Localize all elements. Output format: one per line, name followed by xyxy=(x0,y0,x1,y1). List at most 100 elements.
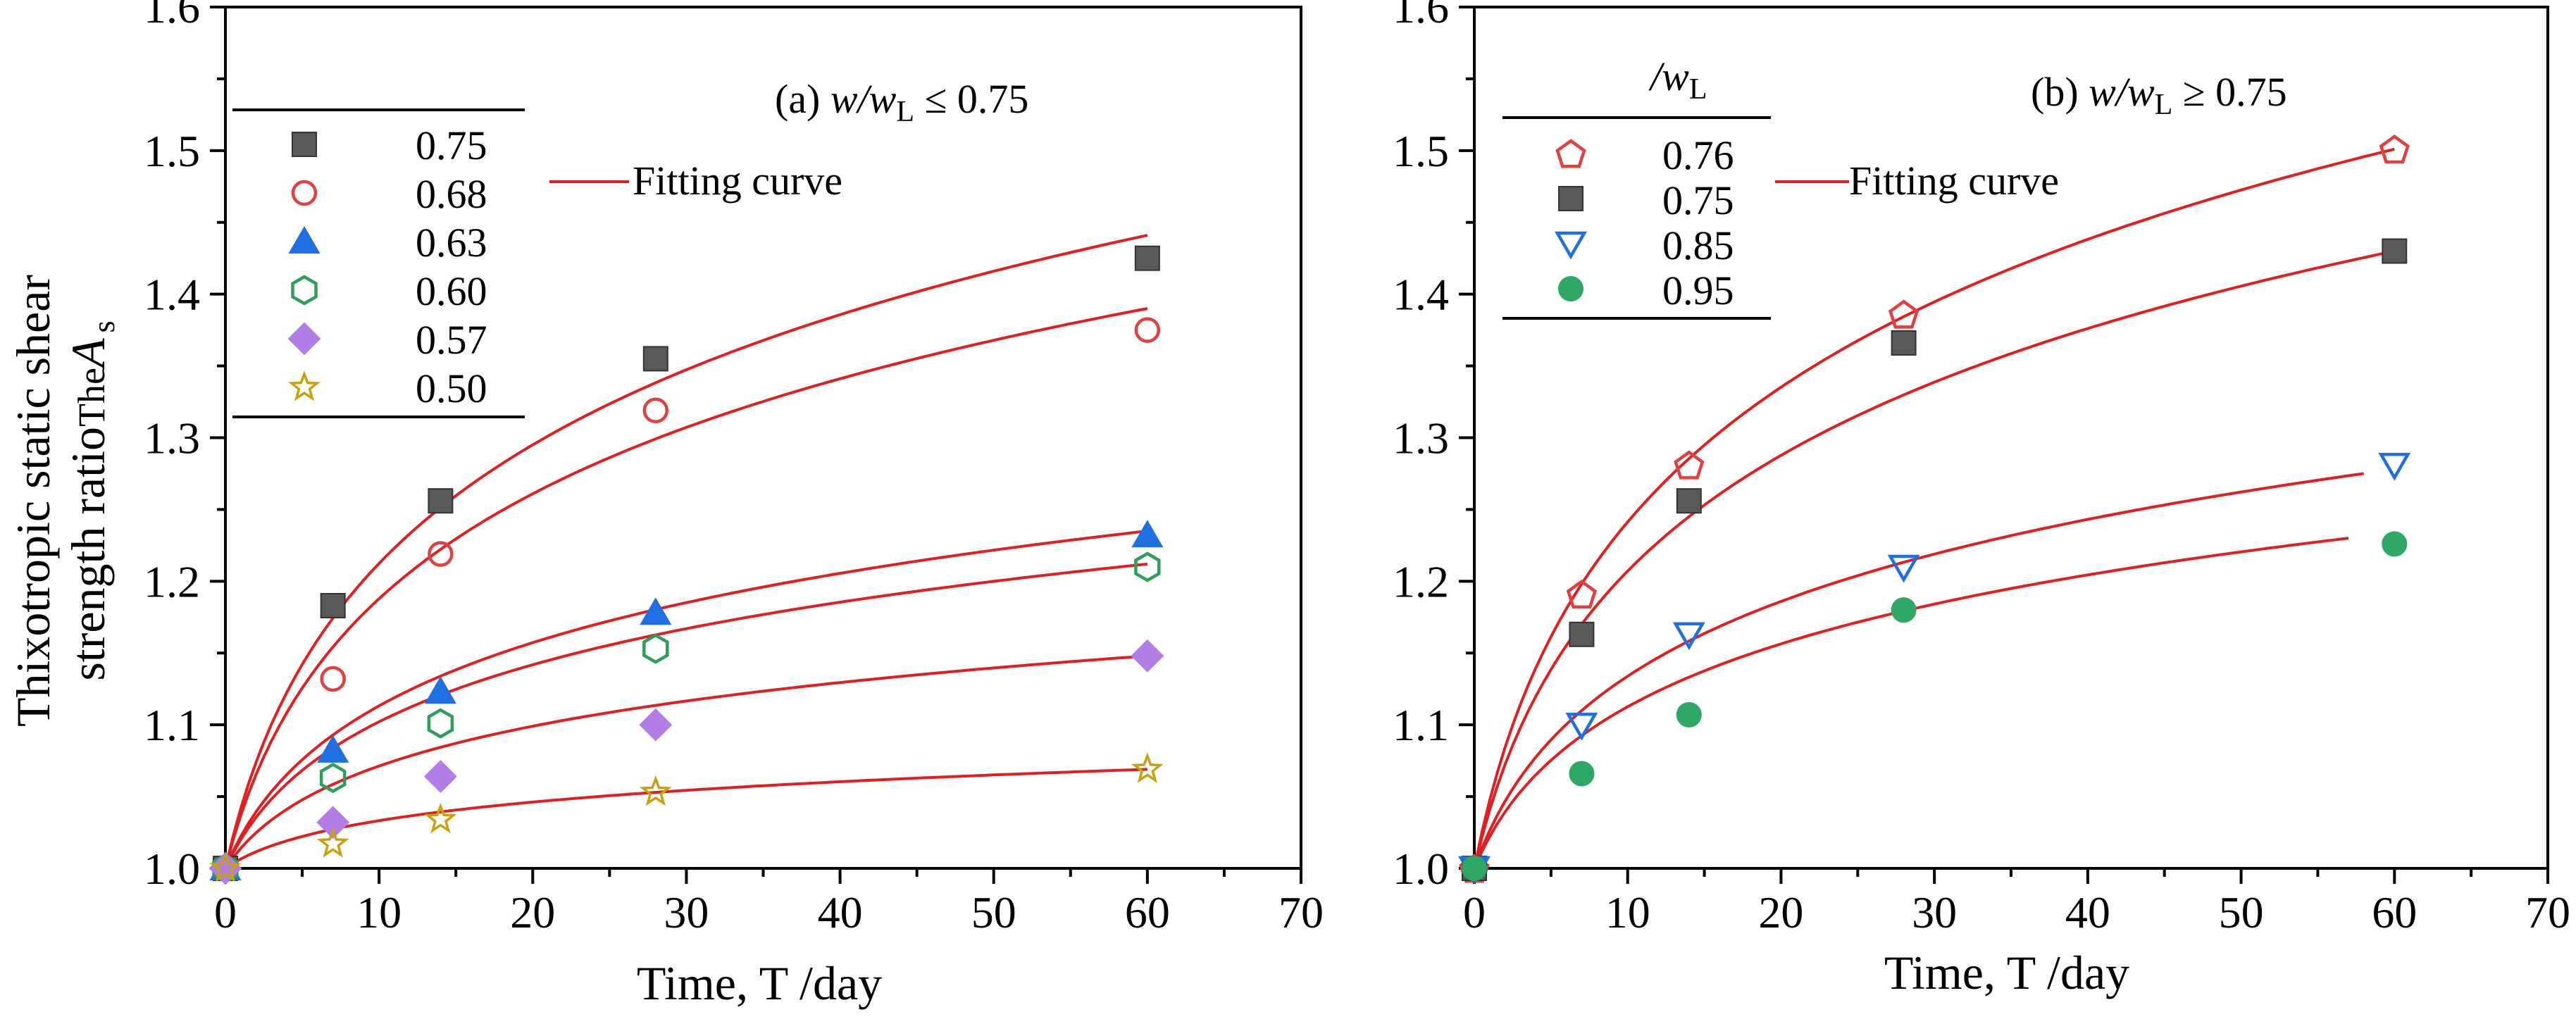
legend-b-marker-1 xyxy=(1558,186,1583,211)
panel-a-series-4-point-1 xyxy=(316,806,350,839)
legend-a-marker-5 xyxy=(288,370,321,401)
panel-a-xtick-label-3: 30 xyxy=(664,887,709,937)
panel-b-xtick-label-0: 0 xyxy=(1463,887,1486,937)
panel-a-series-0-point-4 xyxy=(1134,245,1160,271)
panel-a-series-3-point-1 xyxy=(319,763,347,794)
legend-b-header: /wL xyxy=(1648,54,1707,106)
panel-b-fit-curve-1 xyxy=(1473,249,2395,869)
panel-b-ytick-label-3: 1.3 xyxy=(1393,413,1449,463)
panel-b-xtick-label-4: 40 xyxy=(2065,887,2110,937)
panel-a-xtick-label-6: 60 xyxy=(1125,887,1170,937)
panel-a-series-1-point-1 xyxy=(320,666,346,692)
legend-a-label-5: 0.50 xyxy=(416,366,487,411)
ann-a-var: w/w xyxy=(830,76,897,122)
legend-a-marker-2 xyxy=(288,226,321,254)
panel-b-series-2-point-4 xyxy=(2378,452,2411,481)
panel-b-series-2-point-1 xyxy=(1565,712,1598,741)
panel-b-series-0-point-1 xyxy=(1566,579,1598,609)
panel-a-series-1-point-4 xyxy=(1134,317,1161,343)
panel-b-xlabel: Time, T /day xyxy=(1884,946,2129,999)
panel-a-ytick-label-4: 1.4 xyxy=(144,270,200,320)
legend-a-fit-label: Fitting curve xyxy=(633,158,842,204)
ann-b-rel: ≥ 0.75 xyxy=(2172,69,2286,115)
ann-a-rel: ≤ 0.75 xyxy=(914,76,1028,122)
panel-a-ylabel-line1: Thixotropic static shear xyxy=(6,275,60,727)
ylabel-line2-b: The xyxy=(70,368,113,427)
panel-a-fit-curve-3 xyxy=(224,562,1148,869)
panel-b-series-1-point-2 xyxy=(1676,488,1702,514)
panel-a-fit-curve-2 xyxy=(224,530,1148,869)
ann-b-sub: L xyxy=(2155,89,2173,121)
panel-b-xtick-label-1: 10 xyxy=(1605,887,1650,937)
panel-a-annotation: (a) w/wL ≤ 0.75 xyxy=(775,76,1028,128)
ann-b-prefix: (b) xyxy=(2031,69,2089,115)
panel-a-xtick-label-4: 40 xyxy=(818,887,863,937)
legend-a-marker-3 xyxy=(291,275,318,306)
panel-b-series-3-point-3 xyxy=(1891,597,1917,623)
panel-b-xtick-label-3: 30 xyxy=(1912,887,1957,937)
panel-b-fit-curve-0 xyxy=(1473,147,2395,869)
ann-a-prefix: (a) xyxy=(775,76,830,122)
panel-b-xtick-label-2: 20 xyxy=(1758,887,1803,937)
legend-b-marker-3 xyxy=(1558,276,1583,301)
legend-b-label-3: 0.95 xyxy=(1662,268,1734,313)
legend-b-label-2: 0.85 xyxy=(1662,223,1734,268)
panel-a-xtick-label-7: 70 xyxy=(1278,887,1324,937)
panel-b-legend: /wL 0.76 0.75 0.85 0.95 Fitting curve xyxy=(1502,54,2059,320)
panel-a-fit-curve-1 xyxy=(224,307,1148,869)
panel-a-xtick-label-1: 10 xyxy=(356,887,402,937)
panel-a-series-1-point-2 xyxy=(428,541,454,567)
panel-a-fit-curve-0 xyxy=(224,234,1148,869)
panel-b-series-1-point-1 xyxy=(1569,621,1595,647)
panel-a-xtick-label-5: 50 xyxy=(971,887,1016,937)
panel-b-series-1-point-3 xyxy=(1891,330,1917,356)
panel-a-series-4-point-3 xyxy=(639,708,673,742)
legend-a-label-1: 0.68 xyxy=(416,171,487,217)
panel-b-xtick-label-5: 50 xyxy=(2219,887,2264,937)
panel-b-series-0-point-2 xyxy=(1674,450,1705,480)
panel-a-ytick-label-1: 1.1 xyxy=(144,700,200,750)
panel-a-ylabel-line2: strength ratioTheAs xyxy=(61,320,121,680)
panel-a-series-5-point-2 xyxy=(424,802,457,834)
panel-a-series-1-point-3 xyxy=(642,397,669,424)
panel-a-series-5-point-3 xyxy=(639,775,672,806)
panel-b-series-0-point-3 xyxy=(1888,299,1919,329)
panel-a-fit-curve-5 xyxy=(224,768,1147,870)
panel-a-ytick-label-6: 1.6 xyxy=(144,0,200,32)
panel-b-series-3-point-1 xyxy=(1569,761,1595,787)
panel-b-fit-curve-2 xyxy=(1473,472,2364,869)
legend-a-label-2: 0.63 xyxy=(416,220,487,266)
panel-a-series-0-point-3 xyxy=(642,346,668,372)
panel-b-series-2-point-2 xyxy=(1672,622,1705,651)
panel-a-series-2-point-2 xyxy=(424,676,456,704)
panel-a-series-3-point-4 xyxy=(1134,551,1161,582)
panel-a-series-5-point-0 xyxy=(209,851,242,882)
panel-b-ytick-label-4: 1.4 xyxy=(1393,270,1449,320)
panel-a-legend: 0.75 0.68 0.63 0.60 0.57 0.50 Fitting cu… xyxy=(232,108,842,418)
legend-a-label-0: 0.75 xyxy=(416,123,487,168)
legend-b-fit-label: Fitting curve xyxy=(1849,158,2059,204)
ann-b-var: w/w xyxy=(2089,69,2155,115)
panel-a-fit-curve-4 xyxy=(224,654,1148,870)
panel-a-series-2-point-4 xyxy=(1131,520,1164,548)
panel-a-ytick-label-0: 1.0 xyxy=(144,844,200,894)
panel-b-ytick-label-1: 1.1 xyxy=(1393,700,1449,750)
panel-a-ytick-label-5: 1.5 xyxy=(144,126,200,176)
legend-b-label-1: 0.75 xyxy=(1662,177,1734,223)
panel-b-fit-curve-3 xyxy=(1473,537,2349,869)
panel-a-series-3-point-2 xyxy=(427,708,454,739)
panel-a-xtick-label-0: 0 xyxy=(214,887,237,937)
legend-b-header-var: /w xyxy=(1648,54,1689,99)
panel-b-ytick-label-5: 1.5 xyxy=(1393,126,1449,176)
panel-b-xtick-label-6: 60 xyxy=(2372,887,2417,937)
panel-b-ytick-label-2: 1.2 xyxy=(1393,556,1449,606)
ann-a-sub: L xyxy=(896,96,914,128)
legend-a-marker-0 xyxy=(292,132,317,157)
panel-a-xlabel: Time, T /day xyxy=(637,956,882,1010)
panel-a-series-0-point-1 xyxy=(320,592,346,618)
legend-a-label-4: 0.57 xyxy=(416,317,487,363)
legend-b-header-sub: L xyxy=(1689,73,1707,106)
ylabel-line2-a: strength ratio xyxy=(61,427,115,681)
ylabel-line2-c: A xyxy=(61,338,115,370)
panel-b-series-3-point-2 xyxy=(1676,701,1702,728)
